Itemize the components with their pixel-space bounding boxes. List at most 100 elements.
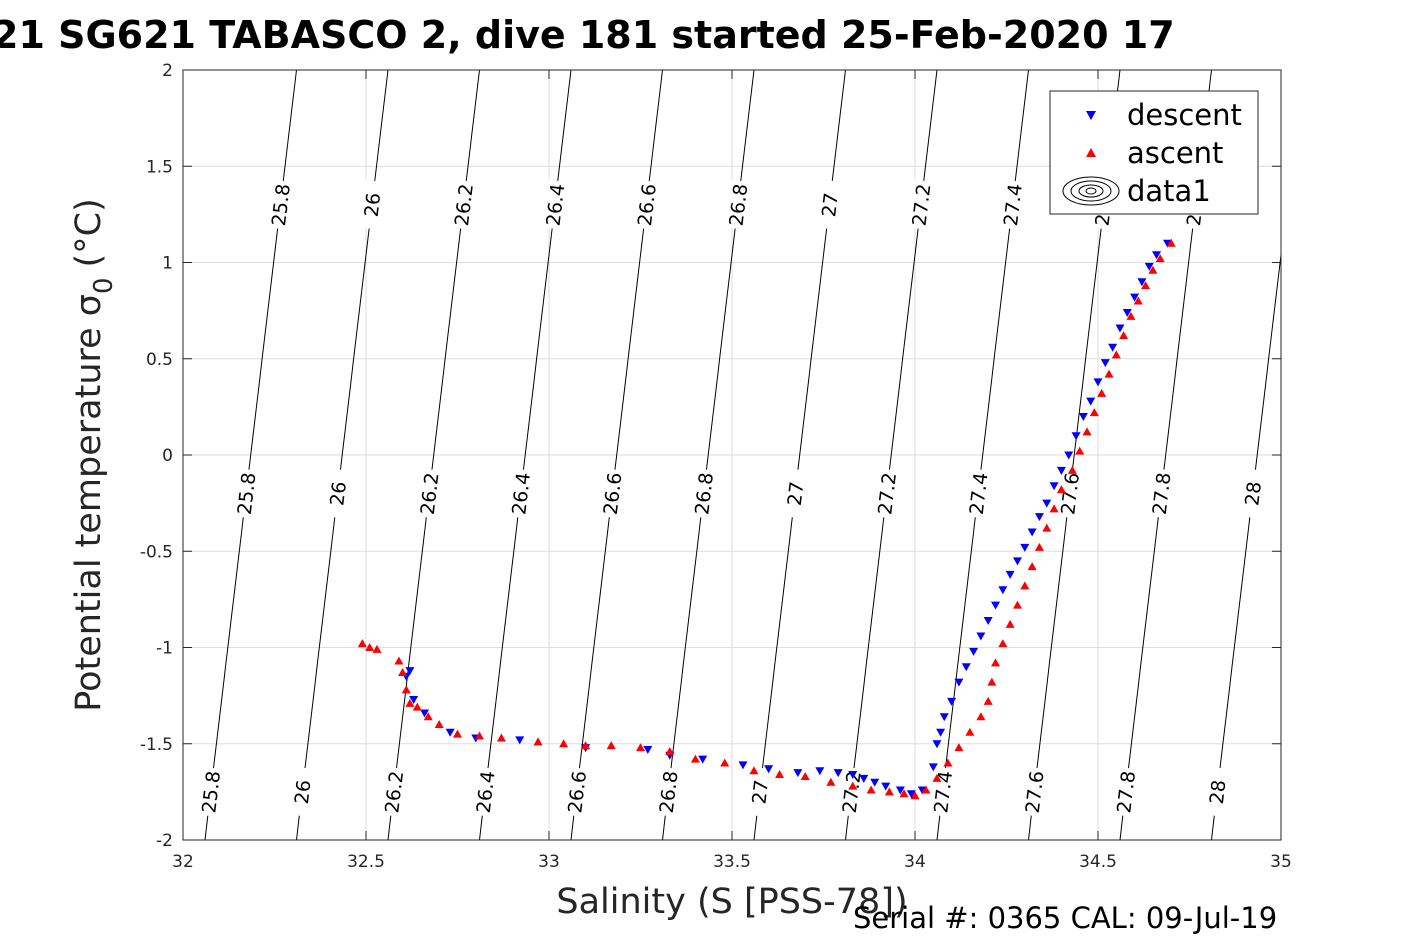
ascent-point (1166, 238, 1176, 247)
descent-point (881, 782, 891, 791)
x-tick-label: 32.5 (347, 852, 385, 872)
ascent-point (496, 733, 506, 742)
isopycnal-label: 26.4 (473, 770, 500, 815)
ascent-point (1104, 369, 1114, 378)
isopycnal-label: 28 (1206, 779, 1231, 806)
descent-point (1064, 451, 1074, 460)
legend-contour-marker (1062, 176, 1120, 206)
ascent-point (1020, 581, 1030, 590)
descent-point (833, 769, 843, 778)
descent-point (895, 786, 905, 795)
descent-point (1034, 513, 1044, 522)
ascent-point (636, 743, 645, 752)
legend-label: ascent (1127, 136, 1223, 170)
ascent-point (910, 791, 920, 800)
descent-point (1130, 293, 1140, 302)
ascent-point (1111, 350, 1121, 359)
ascent-point (1049, 504, 1059, 513)
y-axis-label-unit: (°C) (69, 198, 109, 267)
descent-point (1005, 570, 1015, 579)
descent-point (515, 736, 525, 745)
ascent-point (1133, 296, 1143, 305)
isopycnal-label: 25.8 (234, 471, 261, 516)
descent-point (1122, 309, 1132, 318)
ascent-point (690, 754, 700, 763)
ascent-point (1082, 427, 1092, 436)
axis-ticks: 32 32.5 33 33.5 34 34.5 35 -2 -1.5 -1 -0.5 0 0.5 1 1.5… (140, 61, 1292, 872)
descent-point (793, 769, 803, 778)
isopycnal-label: 26.2 (381, 770, 408, 815)
ascent-point (884, 787, 894, 796)
y-axis-label-sub: 0 (89, 277, 119, 294)
ascent-point (474, 731, 484, 740)
ascent-point (1005, 619, 1015, 628)
descent-point (932, 740, 942, 749)
descent-point (1137, 278, 1147, 287)
ascent-point (800, 771, 810, 780)
ascent-point (365, 643, 375, 651)
ascent-point (559, 739, 569, 748)
legend-contour-marker (1085, 187, 1097, 195)
isopycnal-contours: 25.8 25.8 25.8 26 26 26 26.2 26.2 26.2 26.4 26.4 26… (194, 70, 1281, 840)
descent-point (1100, 359, 1110, 368)
y-tick-label: 0.5 (146, 350, 173, 370)
ascent-point (1097, 388, 1107, 397)
isopycnal-label: 27 (748, 779, 773, 806)
isopycnal-label: 26 (291, 779, 316, 806)
ascent-point (943, 758, 953, 767)
ascent-point (848, 781, 858, 790)
descent-point (698, 755, 708, 764)
descent-point (1027, 528, 1037, 537)
y-tick-label: -1.5 (140, 735, 173, 755)
y-tick-label: 1.5 (146, 157, 173, 177)
ascent-point (1056, 485, 1066, 494)
ascent-point (405, 698, 415, 707)
ascent-point (866, 785, 876, 794)
descent-point (409, 695, 419, 704)
descent-point (1049, 482, 1059, 491)
ascent-point (357, 639, 367, 648)
ascent-point (1075, 446, 1085, 455)
descent-point (1078, 413, 1088, 421)
legend: descent ascent data1 (1049, 90, 1259, 215)
descent-point (1056, 466, 1066, 475)
ascent-point (991, 658, 1001, 667)
ascent-point (1012, 600, 1022, 609)
ascent-point (1126, 311, 1136, 320)
legend-label: data1 (1127, 174, 1211, 208)
ascent-point (1119, 331, 1129, 340)
y-tick-label: -0.5 (140, 542, 173, 562)
isopycnal-label: 27.8 (1113, 770, 1140, 815)
legend-contour-marker (1070, 180, 1112, 202)
ascent-point (932, 773, 942, 782)
ascent-point (1067, 465, 1077, 474)
isopycnal-label: 27 (784, 480, 809, 507)
ascent-point (434, 720, 444, 728)
isopycnal-label: 25.8 (268, 183, 295, 228)
ascent-point (1027, 562, 1037, 571)
y-tick-label: -1 (156, 639, 173, 659)
isopycnal-label: 26 (361, 192, 386, 219)
isopycnal-label: 27.2 (909, 183, 936, 228)
ascent-point (987, 677, 997, 686)
descent-point (1144, 262, 1154, 271)
ascent-point (665, 746, 675, 755)
ascent-point (394, 656, 404, 665)
isopycnal-label: 26 (326, 480, 351, 507)
ascent-point (983, 696, 993, 705)
y-axis-label-main: Potential temperature σ (69, 294, 109, 712)
serial-cal-footer: Serial #: 0365 CAL: 09-Jul-19 (853, 901, 1277, 935)
x-axis-label: Salinity (S [PSS-78]) (556, 882, 907, 922)
descent-point (998, 586, 1008, 595)
ascent-point (749, 766, 759, 775)
ascent-point (581, 741, 591, 750)
ascent-point (899, 789, 909, 798)
ascent-point (1155, 254, 1165, 263)
descent-point (1152, 251, 1162, 260)
ascent-point (453, 729, 462, 738)
isopycnal-label: 26.6 (634, 183, 661, 228)
ascent-point (401, 685, 411, 694)
descent-point (445, 728, 455, 737)
descent-point (1042, 499, 1052, 508)
